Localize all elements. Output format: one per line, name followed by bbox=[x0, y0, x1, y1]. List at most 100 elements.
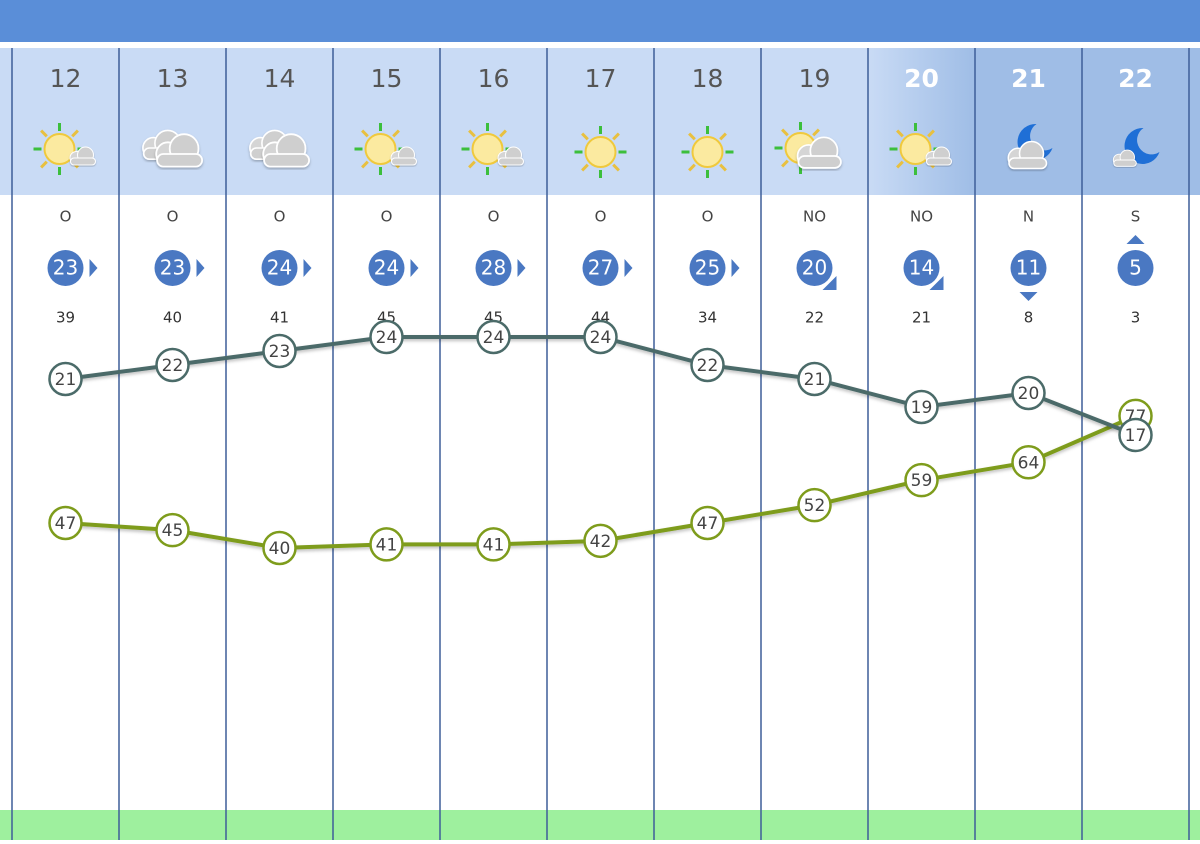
humidity-value: 41 bbox=[483, 535, 505, 555]
sun bbox=[471, 133, 504, 165]
wind-speed-circle bbox=[582, 250, 619, 286]
temperature-value: 24 bbox=[590, 328, 612, 348]
wind-speed: 23 bbox=[53, 256, 78, 280]
wind-speed: 23 bbox=[160, 256, 185, 280]
sun-ray bbox=[719, 132, 727, 141]
wind-speed-circle bbox=[368, 250, 405, 286]
temperature-value: 23 bbox=[269, 342, 291, 362]
sun bbox=[899, 133, 932, 165]
wind-speed: 27 bbox=[588, 256, 613, 280]
wind-speed-circle bbox=[154, 250, 191, 286]
cloud-part bbox=[1113, 159, 1137, 167]
wind-speed-circle bbox=[796, 250, 833, 286]
humidity-point bbox=[262, 530, 297, 566]
sun-ray bbox=[581, 163, 589, 172]
temperature-point bbox=[1118, 417, 1153, 453]
sun-ray bbox=[719, 163, 727, 172]
cloud-part bbox=[1008, 157, 1048, 170]
hour-label: 21 bbox=[1011, 64, 1046, 93]
temperature-value: 24 bbox=[376, 328, 398, 348]
humidity-point bbox=[797, 487, 832, 523]
sun-ray bbox=[896, 160, 904, 169]
humidity-point bbox=[904, 462, 939, 498]
sun-ray bbox=[40, 129, 48, 138]
temperature-point bbox=[369, 319, 404, 355]
gust: 21 bbox=[912, 309, 931, 327]
hour-label: 17 bbox=[585, 64, 617, 93]
humidity-value: 47 bbox=[697, 514, 719, 534]
hour-label: 16 bbox=[478, 64, 510, 93]
temperature-value: 17 bbox=[1125, 426, 1147, 446]
cloud-part bbox=[70, 157, 96, 166]
wind-speed: 25 bbox=[695, 256, 720, 280]
humidity-value: 45 bbox=[162, 521, 184, 541]
sun-ray bbox=[581, 132, 589, 141]
temperature-value: 22 bbox=[697, 356, 719, 376]
temperature-point bbox=[690, 347, 725, 383]
sun-ray bbox=[781, 159, 789, 168]
cloud bbox=[1112, 149, 1137, 167]
hour-label: 18 bbox=[692, 64, 724, 93]
wind-speed: 11 bbox=[1016, 256, 1041, 280]
cloud bbox=[925, 146, 952, 166]
wind-direction: O bbox=[381, 208, 393, 226]
hour-label: 14 bbox=[264, 64, 296, 93]
wind-direction: O bbox=[60, 208, 72, 226]
temperature-point bbox=[797, 361, 832, 397]
cloud bbox=[497, 146, 524, 166]
wind-speed: 24 bbox=[267, 256, 292, 280]
cloud bbox=[390, 146, 417, 166]
temperature-point bbox=[1011, 375, 1046, 411]
wind-speed: 24 bbox=[374, 256, 399, 280]
wind-direction: O bbox=[488, 208, 500, 226]
wind-speed-circle bbox=[903, 250, 940, 286]
temperature-point bbox=[48, 361, 83, 397]
hour-label: 20 bbox=[904, 64, 939, 93]
sun-ray bbox=[468, 129, 476, 138]
hour-label: 12 bbox=[50, 64, 82, 93]
sun-ray bbox=[499, 129, 507, 138]
temperature-point bbox=[904, 389, 939, 425]
wind-arrow bbox=[517, 259, 526, 277]
wind-direction: N bbox=[1023, 208, 1034, 226]
humidity-value: 41 bbox=[376, 535, 398, 555]
gust: 34 bbox=[698, 309, 717, 327]
wind-speed: 5 bbox=[1129, 256, 1142, 280]
sun-ray bbox=[927, 129, 935, 138]
wind-speed: 28 bbox=[481, 256, 506, 280]
sun bbox=[43, 133, 76, 165]
header-shade bbox=[975, 48, 1200, 195]
wind-direction: O bbox=[702, 208, 714, 226]
sun-ray bbox=[812, 128, 820, 137]
sun bbox=[364, 133, 397, 165]
wind-direction: O bbox=[274, 208, 286, 226]
sun bbox=[584, 136, 617, 168]
wind-arrow bbox=[410, 259, 419, 277]
sun-ray bbox=[468, 160, 476, 169]
humidity-point bbox=[369, 527, 404, 562]
wind-speed: 20 bbox=[802, 256, 827, 280]
sun-ray bbox=[361, 160, 369, 169]
sun-ray bbox=[71, 129, 79, 138]
cloud bbox=[262, 133, 311, 168]
wind-arrow bbox=[89, 259, 98, 277]
sun-ray bbox=[688, 163, 696, 172]
wind-direction: NO bbox=[910, 208, 933, 226]
wind-arrow bbox=[731, 259, 740, 277]
temperature-value: 20 bbox=[1018, 384, 1040, 404]
wind-arrow bbox=[822, 276, 837, 290]
temperature-value: 21 bbox=[804, 370, 826, 390]
humidity-value: 47 bbox=[55, 514, 77, 534]
temperature-value: 19 bbox=[911, 398, 933, 418]
temperature-point bbox=[262, 333, 297, 369]
humidity-value: 52 bbox=[804, 496, 826, 516]
humidity-value: 64 bbox=[1018, 453, 1040, 473]
sun-ray bbox=[612, 163, 620, 172]
cloud bbox=[796, 136, 842, 169]
top-bar bbox=[0, 0, 1200, 42]
humidity-value: 59 bbox=[911, 471, 933, 491]
humidity-point bbox=[476, 527, 511, 562]
sun bbox=[691, 136, 724, 168]
